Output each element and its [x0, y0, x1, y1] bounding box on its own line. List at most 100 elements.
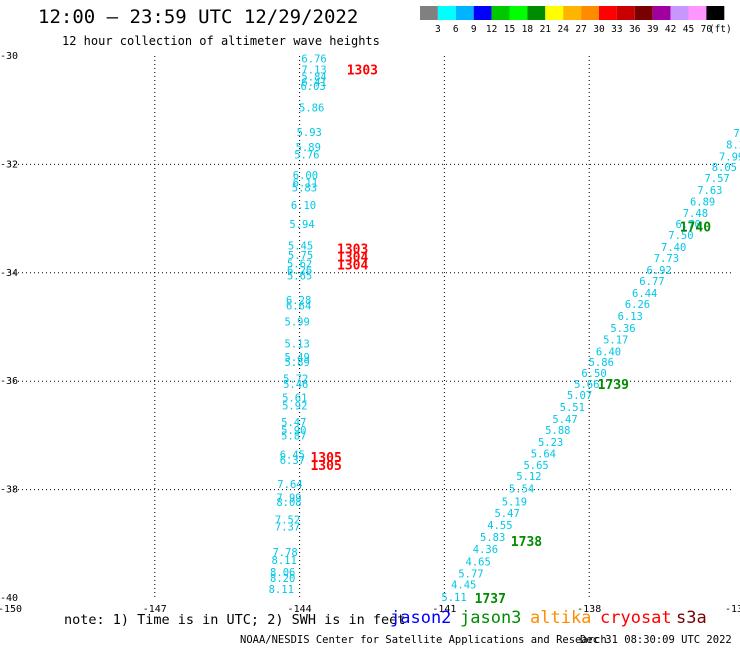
x-tick-label: -13 [725, 604, 740, 615]
wave-height-point: 5.19 [502, 497, 527, 509]
wave-height-point: 6.10 [291, 200, 316, 212]
wave-height-point: 7.63 [697, 185, 722, 197]
wave-height-point: 6.92 [647, 265, 672, 277]
wave-height-point: 4.65 [466, 557, 491, 569]
colorbar-swatch [670, 6, 689, 20]
colorbar-swatch [652, 6, 671, 20]
wave-height-point: 6.28 [286, 295, 311, 307]
satellite-altika: altika [530, 608, 592, 628]
wave-height-point: 5.61 [282, 392, 307, 404]
x-tick-label: -147 [143, 604, 167, 615]
page-title: 12:00 – 23:59 UTC 12/29/2022 [38, 6, 359, 28]
wave-height-point: 5.83 [292, 183, 317, 195]
wave-height-point: 5.13 [285, 338, 310, 350]
y-tick-label: -40 [0, 593, 18, 604]
colorbar-swatch [527, 6, 546, 20]
wave-height-point: 5.46 [283, 379, 308, 391]
credit-line: NOAA/NESDIS Center for Satellite Applica… [240, 634, 607, 646]
colorbar-swatch [616, 6, 635, 20]
x-tick-label: -150 [0, 604, 22, 615]
wave-height-point: 6.37 [280, 455, 305, 467]
wave-height-point: 5.76 [294, 150, 319, 162]
wave-height-point: 6.13 [618, 311, 643, 323]
wave-height-point: 5.90 [281, 425, 306, 437]
wave-height-point: 6.70 [675, 219, 700, 231]
y-tick-label: -34 [0, 268, 18, 279]
wave-height-point: 7.64 [277, 479, 302, 491]
wave-height-point: 4.55 [487, 520, 512, 532]
wave-height-point: 5.65 [523, 460, 548, 472]
wave-height-point: 6.64 [286, 300, 311, 312]
wave-height-point: 5.77 [458, 569, 483, 581]
colorbar-swatch [706, 6, 725, 20]
colorbar-swatch [420, 6, 438, 20]
color-scale-legend: 3 6 9 12 15 18 21 24 27 30 33 36 39 42 45 70(ft) [420, 6, 732, 35]
wave-height-point: 6.44 [632, 288, 657, 300]
colorbar-label: 33 [611, 24, 622, 35]
wave-height-point: 5.88 [545, 425, 570, 437]
colorbar-label: 45 [683, 24, 694, 35]
wave-height-point: 5.47 [281, 417, 306, 429]
wave-height-point: 7.52 [275, 514, 300, 526]
wave-height-point: 7.99 [719, 151, 740, 163]
colorbar-label: 18 [522, 24, 534, 35]
wave-height-point: 7.99 [276, 493, 301, 505]
wave-height-point: 7.78 [272, 547, 297, 559]
wave-height-point: 5.12 [516, 471, 541, 483]
pass-time-label: 1740 [680, 221, 711, 236]
x-tick-label: -138 [577, 604, 601, 615]
wave-height-point: 8.05 [712, 162, 737, 174]
wave-height-point: 4.45 [451, 579, 476, 591]
wave-height-point: 7.48 [683, 208, 708, 220]
wave-height-point: 5.64 [531, 448, 556, 460]
wave-height-point: 5.47 [494, 508, 519, 520]
colorbar-label: 42 [665, 24, 676, 35]
pass-time-label: 1737 [475, 592, 506, 607]
x-tick-label: -141 [432, 604, 456, 615]
wave-height-map: -150 -147 -144 -141 -138 -13 -30 -32 -34 -36 -38 -4… [0, 51, 740, 615]
wave-height-point: 6.50 [581, 368, 606, 380]
wave-height-point: 8.06 [270, 567, 295, 579]
wave-height-point: 7.37 [275, 521, 300, 533]
wave-height-point: 5.92 [282, 401, 307, 413]
page-subtitle: 12 hour collection of altimeter wave hei… [62, 34, 380, 48]
colorbar-swatch [545, 6, 564, 20]
wave-height-point: 7.62 [733, 128, 740, 140]
pass-time-label: 1304 [337, 259, 368, 274]
wave-height-point: 5.23 [538, 437, 563, 449]
wave-height-point: 5.94 [289, 219, 314, 231]
pass-time-label: 1304 [337, 251, 368, 266]
wave-height-point: 5.84 [301, 72, 326, 84]
y-tick-label: -38 [0, 485, 18, 496]
wave-height-point: 6.26 [287, 265, 312, 277]
wave-height-point: 6.11 [293, 177, 318, 189]
colorbar-label: 36 [629, 24, 641, 35]
pass-time-label: 1738 [511, 535, 542, 550]
wave-height-point: 5.87 [281, 430, 306, 442]
colorbar-swatch [455, 6, 474, 20]
wave-height-point: 6.26 [625, 299, 650, 311]
pass-time-label: 1303 [337, 242, 368, 257]
wave-height-point: 5.47 [552, 414, 577, 426]
wave-height-point: 8.11 [269, 584, 294, 596]
colorbar-swatch [599, 6, 617, 20]
wave-height-point: 5.07 [567, 390, 592, 402]
wave-height-point: 5.86 [589, 357, 614, 369]
pass-time-label: 1739 [598, 378, 629, 393]
wave-height-point: 5.99 [285, 317, 310, 329]
y-tick-label: -30 [0, 51, 18, 62]
colorbar-swatch [491, 6, 510, 20]
wave-height-point: 6.77 [639, 276, 664, 288]
wave-height-point: 7.50 [668, 230, 693, 242]
wave-height-point: 5.72 [283, 373, 308, 385]
y-tick-label: -32 [0, 159, 18, 170]
wave-height-point: 6.89 [690, 196, 715, 208]
colorbar-label: 3 [435, 24, 441, 35]
wave-height-point: 5.54 [509, 484, 534, 496]
wave-height-point: 6.45 [280, 449, 305, 461]
wave-height-point: 8.24 [726, 139, 740, 151]
colorbar-swatch [688, 6, 707, 20]
colorbar-label: 39 [647, 24, 659, 35]
colorbar-label: 70 [701, 24, 713, 35]
wave-height-point: 5.36 [610, 323, 635, 335]
